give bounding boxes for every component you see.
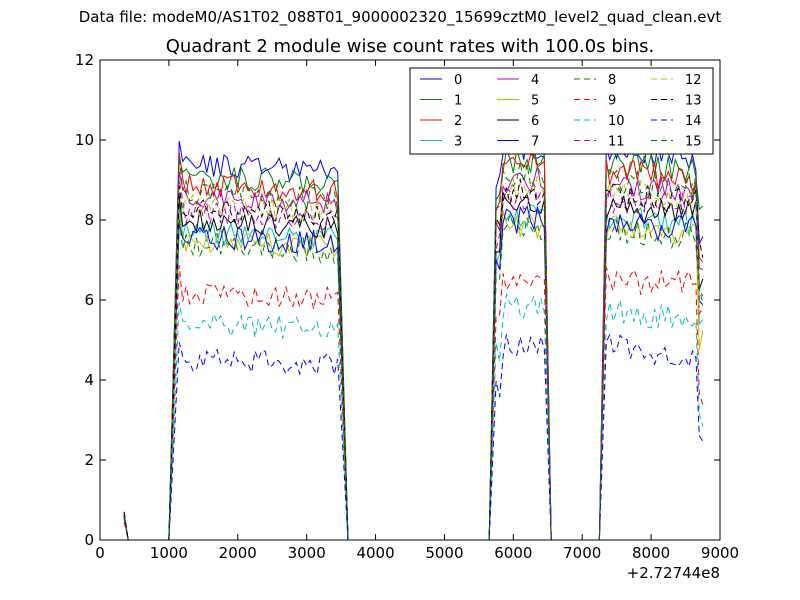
legend-label-13: 13 xyxy=(685,94,702,109)
series-line-15 xyxy=(123,156,704,541)
axis-ticks: 0 1000 2000 3000 4000 5000 6000 7000 8000 9000 0 2 4… xyxy=(75,51,739,562)
x-tick-label: 1000 xyxy=(150,544,188,562)
y-tick-label: 4 xyxy=(84,371,94,389)
x-tick-label: 4000 xyxy=(356,544,394,562)
legend-label-12: 12 xyxy=(685,73,702,88)
legend-label-8: 8 xyxy=(608,73,616,88)
legend-label-10: 10 xyxy=(608,114,625,129)
series-line-5 xyxy=(123,210,704,541)
series-line-1 xyxy=(123,148,704,541)
series-line-11 xyxy=(123,179,704,541)
legend-label-7: 7 xyxy=(531,135,539,150)
legend-label-2: 2 xyxy=(454,114,462,129)
series-line-10 xyxy=(123,292,704,541)
x-tick-label: 9000 xyxy=(701,544,739,562)
x-tick-label: 2000 xyxy=(219,544,257,562)
legend-label-5: 5 xyxy=(531,94,539,109)
legend-label-3: 3 xyxy=(454,135,462,150)
x-tick-label: 0 xyxy=(95,544,105,562)
x-tick-label: 3000 xyxy=(288,544,326,562)
x-offset-label: +2.72744e8 xyxy=(627,564,720,582)
y-tick-label: 6 xyxy=(84,291,94,309)
legend-label-9: 9 xyxy=(608,94,616,109)
series-line-6 xyxy=(123,192,704,541)
series-line-7 xyxy=(123,204,704,541)
x-tick-label: 8000 xyxy=(632,544,670,562)
legend-label-11: 11 xyxy=(608,135,625,150)
chart-title: Quadrant 2 module wise count rates with … xyxy=(165,36,655,57)
legend-label-14: 14 xyxy=(685,114,702,129)
series-line-2 xyxy=(123,152,704,541)
series-line-3 xyxy=(123,201,704,541)
y-tick-label: 8 xyxy=(84,211,94,229)
legend-label-6: 6 xyxy=(531,114,539,129)
x-tick-label: 7000 xyxy=(563,544,601,562)
legend-label-1: 1 xyxy=(454,94,462,109)
legend-label-0: 0 xyxy=(454,73,462,88)
series-lines xyxy=(123,136,704,541)
legend-label-4: 4 xyxy=(531,73,539,88)
data-file-title: Data file: modeM0/AS1T02_088T01_90000023… xyxy=(78,8,722,26)
y-tick-label: 12 xyxy=(75,51,94,69)
y-tick-label: 10 xyxy=(75,131,94,149)
series-line-13 xyxy=(123,178,704,541)
series-line-9 xyxy=(123,265,704,541)
x-tick-label: 5000 xyxy=(425,544,463,562)
x-tick-label: 6000 xyxy=(494,544,532,562)
legend-label-15: 15 xyxy=(685,135,702,150)
y-tick-label: 2 xyxy=(84,451,94,469)
series-line-8 xyxy=(123,213,704,541)
legend-frame xyxy=(409,67,714,155)
y-tick-label: 0 xyxy=(84,531,94,549)
series-line-14 xyxy=(123,333,704,541)
